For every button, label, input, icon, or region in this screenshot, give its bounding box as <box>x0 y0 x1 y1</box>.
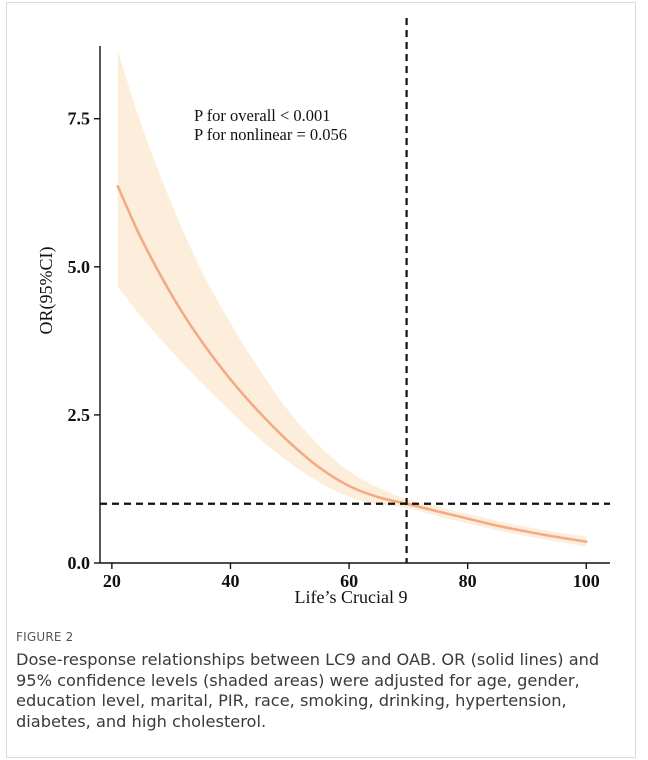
y-tick-label: 7.5 <box>68 109 91 129</box>
x-tick-label: 80 <box>459 571 477 591</box>
figure-card <box>6 2 636 758</box>
x-tick-label: 100 <box>573 571 600 591</box>
confidence-band <box>117 50 587 547</box>
figure-caption: FIGURE 2 Dose-response relationships bet… <box>16 630 624 732</box>
p-value-annotation: P for overall < 0.001 <box>194 106 331 125</box>
y-tick-label: 2.5 <box>68 405 91 425</box>
y-tick-label: 5.0 <box>68 257 91 277</box>
p-value-annotation: P for nonlinear = 0.056 <box>194 125 347 144</box>
or-curve <box>116 184 588 543</box>
y-tick-label: 0.0 <box>68 553 91 573</box>
caption-text: Dose-response relationships between LC9 … <box>16 650 600 731</box>
y-axis-label: OR(95%CI) <box>36 247 57 335</box>
x-axis-label: Life’s Crucial 9 <box>295 587 408 607</box>
caption-label: FIGURE 2 <box>16 630 74 644</box>
x-tick-label: 20 <box>103 571 121 591</box>
x-tick-label: 60 <box>340 571 358 591</box>
x-tick-label: 40 <box>221 571 239 591</box>
dose-response-chart: 20 40 60 80 100 0.0 2.5 5.0 7.5 Life’s Crucial 9 O… <box>36 18 610 607</box>
